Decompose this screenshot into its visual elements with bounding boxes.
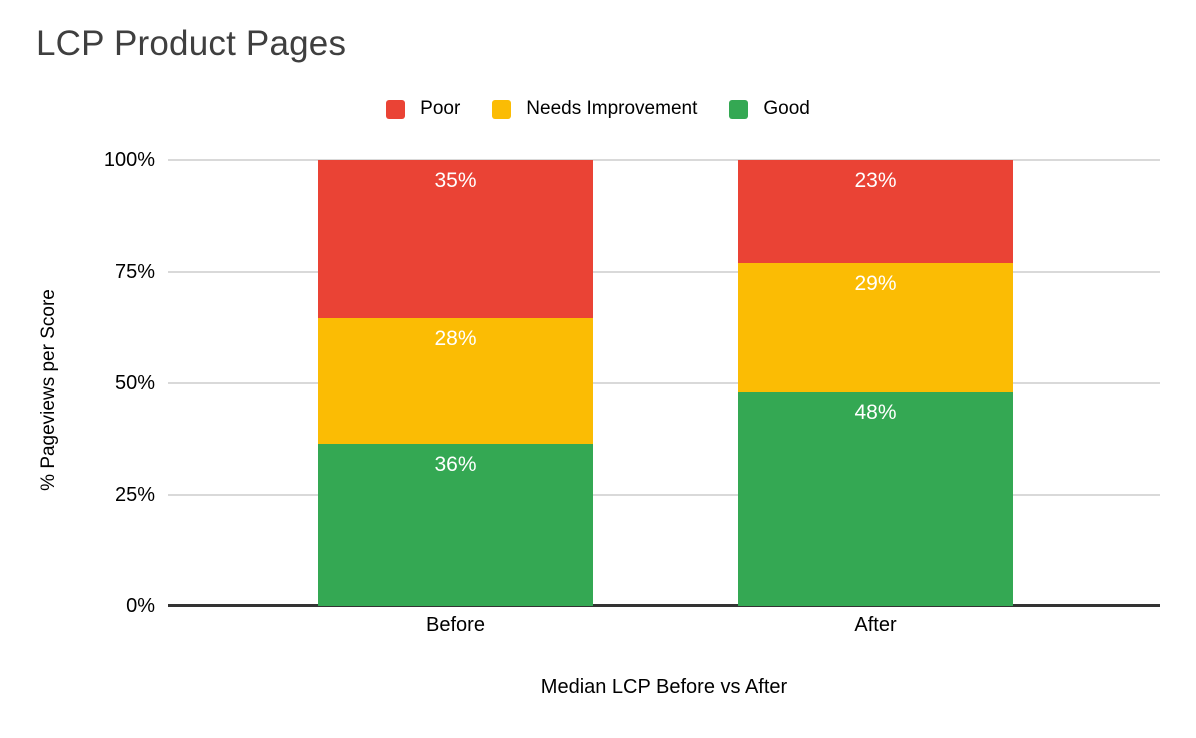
x-axis-title: Median LCP Before vs After [540, 676, 788, 698]
gridline [168, 270, 1160, 273]
legend-item[interactable]: Poor [386, 98, 460, 120]
legend-label: Poor [420, 98, 461, 119]
x-tick-label: Before [426, 614, 485, 636]
y-tick-label: 50% [114, 372, 155, 394]
bar-segment[interactable]: 28% [318, 317, 593, 444]
legend-label: Good [763, 98, 810, 119]
y-tick-label: 100% [103, 149, 155, 171]
bar-segment[interactable]: 35% [318, 160, 593, 318]
legend-swatch-icon [729, 99, 749, 119]
chart-title: LCP Product Pages [36, 24, 347, 63]
bar-segment[interactable]: 36% [318, 443, 593, 606]
data-label: 28% [434, 326, 477, 350]
gridline [168, 493, 1160, 496]
data-label: 35% [434, 169, 477, 192]
bar-segment[interactable]: 48% [738, 391, 1013, 606]
legend-swatch-icon [492, 99, 512, 119]
data-label: 48% [854, 400, 897, 424]
data-label: 23% [854, 169, 897, 192]
y-tick-label: 25% [114, 483, 155, 506]
x-tick-label: After [854, 614, 897, 636]
data-label: 29% [854, 271, 897, 295]
y-tick-label: 75% [114, 260, 155, 283]
bar-segment[interactable]: 29% [738, 262, 1013, 392]
bar-before[interactable]: 35% 28% 36% [318, 160, 593, 606]
gridline [168, 159, 1160, 161]
x-axis-line [168, 604, 1160, 607]
y-tick-label: 0% [126, 595, 155, 617]
legend-item[interactable]: Needs Improvement [492, 98, 697, 120]
legend: Poor Needs Improvement Good [0, 98, 1196, 120]
gridline [168, 382, 1160, 384]
legend-swatch-icon [386, 99, 406, 119]
data-label: 36% [434, 452, 477, 476]
bar-segment[interactable]: 23% [738, 160, 1013, 263]
legend-label: Needs Improvement [526, 98, 698, 119]
plot-area: 35% 28% 36% 23% 29% 48% [168, 159, 1160, 607]
legend-item[interactable]: Good [729, 98, 810, 120]
bar-after[interactable]: 23% 29% 48% [738, 160, 1013, 606]
